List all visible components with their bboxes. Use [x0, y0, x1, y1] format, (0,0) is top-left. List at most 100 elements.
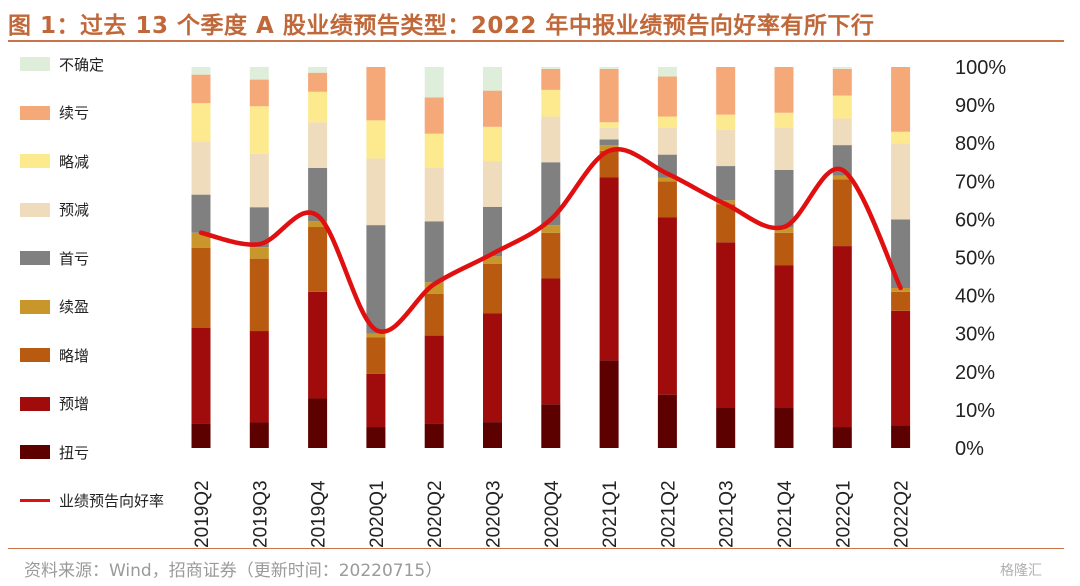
bar-segment	[541, 68, 561, 90]
bar-segment	[308, 91, 328, 123]
source-note: 资料来源：Wind，招商证券（更新时间：20220715）	[24, 561, 443, 581]
bar-segment	[599, 139, 619, 146]
chart-title: 图 1：过去 13 个季度 A 股业绩预告类型：2022 年中报业绩预告向好率有…	[8, 13, 875, 39]
bar-segment	[541, 89, 561, 117]
legend-swatch	[20, 57, 50, 71]
bar-segment	[716, 114, 736, 130]
bar-segment	[483, 256, 502, 264]
y-tick-label: 20%	[955, 362, 995, 384]
x-tick-label: 2019Q4	[309, 480, 330, 548]
bar-segment	[483, 313, 502, 423]
bar-segment	[657, 177, 677, 182]
bar-segment	[366, 333, 386, 338]
bar-segment	[541, 116, 561, 163]
bar-segment	[424, 293, 444, 336]
bar-segment	[308, 72, 328, 92]
source-divider	[8, 548, 1064, 549]
bar-segment	[832, 246, 852, 428]
bar-segment	[832, 175, 852, 180]
bar-segment	[599, 360, 619, 448]
y-tick-label: 70%	[955, 171, 995, 193]
bar-segment	[541, 232, 561, 279]
bar-segment	[832, 427, 852, 448]
bar-segment	[308, 398, 328, 448]
bar-segment	[541, 278, 561, 405]
legend-label: 略减	[59, 152, 90, 171]
legend-label: 预增	[59, 395, 90, 413]
bar-segment	[191, 423, 211, 448]
x-tick-label: 2019Q3	[250, 480, 271, 548]
x-tick-label: 2021Q4	[775, 480, 796, 548]
bar-segment	[657, 394, 677, 448]
bar-segment	[716, 166, 736, 201]
legend-label: 预减	[59, 201, 90, 219]
legend-item-line: 业绩预告向好率	[20, 491, 164, 511]
bar-segment	[891, 291, 911, 311]
legend-item: 首亏	[20, 248, 89, 268]
legend-item: 扭亏	[20, 442, 89, 462]
x-tick-label: 2020Q4	[542, 480, 563, 548]
bar-segment	[308, 167, 328, 222]
bar-segment	[308, 291, 328, 399]
bar-segment	[249, 422, 269, 448]
bar-segment	[191, 232, 211, 248]
bar-segment	[249, 67, 269, 80]
bar-segment	[599, 150, 619, 178]
x-tick-label: 2021Q2	[658, 480, 679, 548]
bar-segment	[483, 67, 502, 91]
legend-label: 略增	[59, 346, 90, 365]
bar-segment	[191, 141, 211, 195]
bar-segment	[657, 127, 677, 155]
bar-segment	[191, 67, 211, 75]
x-tick-label: 2020Q3	[484, 480, 505, 548]
bar-segment	[483, 90, 502, 127]
bar-segment	[483, 126, 502, 162]
legend-item: 略增	[20, 345, 89, 365]
bar-segment	[366, 337, 386, 374]
bar-segment	[541, 67, 561, 69]
legend-label: 不确定	[59, 55, 105, 74]
legend-swatch-line	[20, 499, 50, 502]
legend-swatch	[20, 251, 50, 265]
bar-segment	[249, 153, 269, 208]
legend-swatch	[20, 396, 50, 411]
legend-item: 不确定	[20, 54, 104, 74]
bar-segment	[249, 207, 269, 248]
legend-label: 业绩预告向好率	[59, 492, 165, 510]
bar-segment	[424, 67, 444, 98]
bar-segment	[832, 67, 852, 69]
bar-segment	[832, 179, 852, 247]
bar-segment	[249, 258, 269, 332]
bar-segment	[657, 67, 677, 77]
bar-segment	[366, 225, 386, 334]
bar-segment	[716, 129, 736, 167]
bar-segment	[424, 221, 444, 283]
legend-swatch	[20, 154, 50, 168]
legend-label: 续盈	[59, 298, 90, 316]
legend-swatch	[20, 105, 50, 120]
series-line-向好率	[198, 147, 903, 334]
bar-segment	[891, 131, 911, 144]
bar-segment	[774, 227, 794, 233]
bar-segment	[424, 167, 444, 222]
bar-segment	[249, 106, 269, 154]
bar-segment	[366, 67, 386, 121]
bar-segment	[832, 68, 852, 96]
watermark-logo: 格隆汇	[1000, 563, 1042, 579]
bar-segment	[599, 68, 619, 123]
bar-segment	[832, 95, 852, 119]
bar-segment	[716, 204, 736, 243]
bar-segment	[774, 127, 794, 170]
y-tick-label: 0%	[955, 438, 984, 460]
bar-segment	[599, 177, 619, 361]
bar-segment	[483, 161, 502, 207]
chart-legend: 不确定 续亏 略减 预减 首亏 续盈 略增 预增 扭亏 业绩预告向好率	[20, 54, 190, 524]
bar-segment	[366, 158, 386, 226]
bar-segment	[657, 181, 677, 218]
y-tick-label: 90%	[955, 95, 995, 117]
bar-segment	[891, 67, 911, 132]
x-tick-label: 2020Q2	[425, 480, 446, 548]
bar-segment	[483, 422, 502, 448]
bar-segment	[891, 425, 911, 448]
bar-segment	[424, 423, 444, 448]
